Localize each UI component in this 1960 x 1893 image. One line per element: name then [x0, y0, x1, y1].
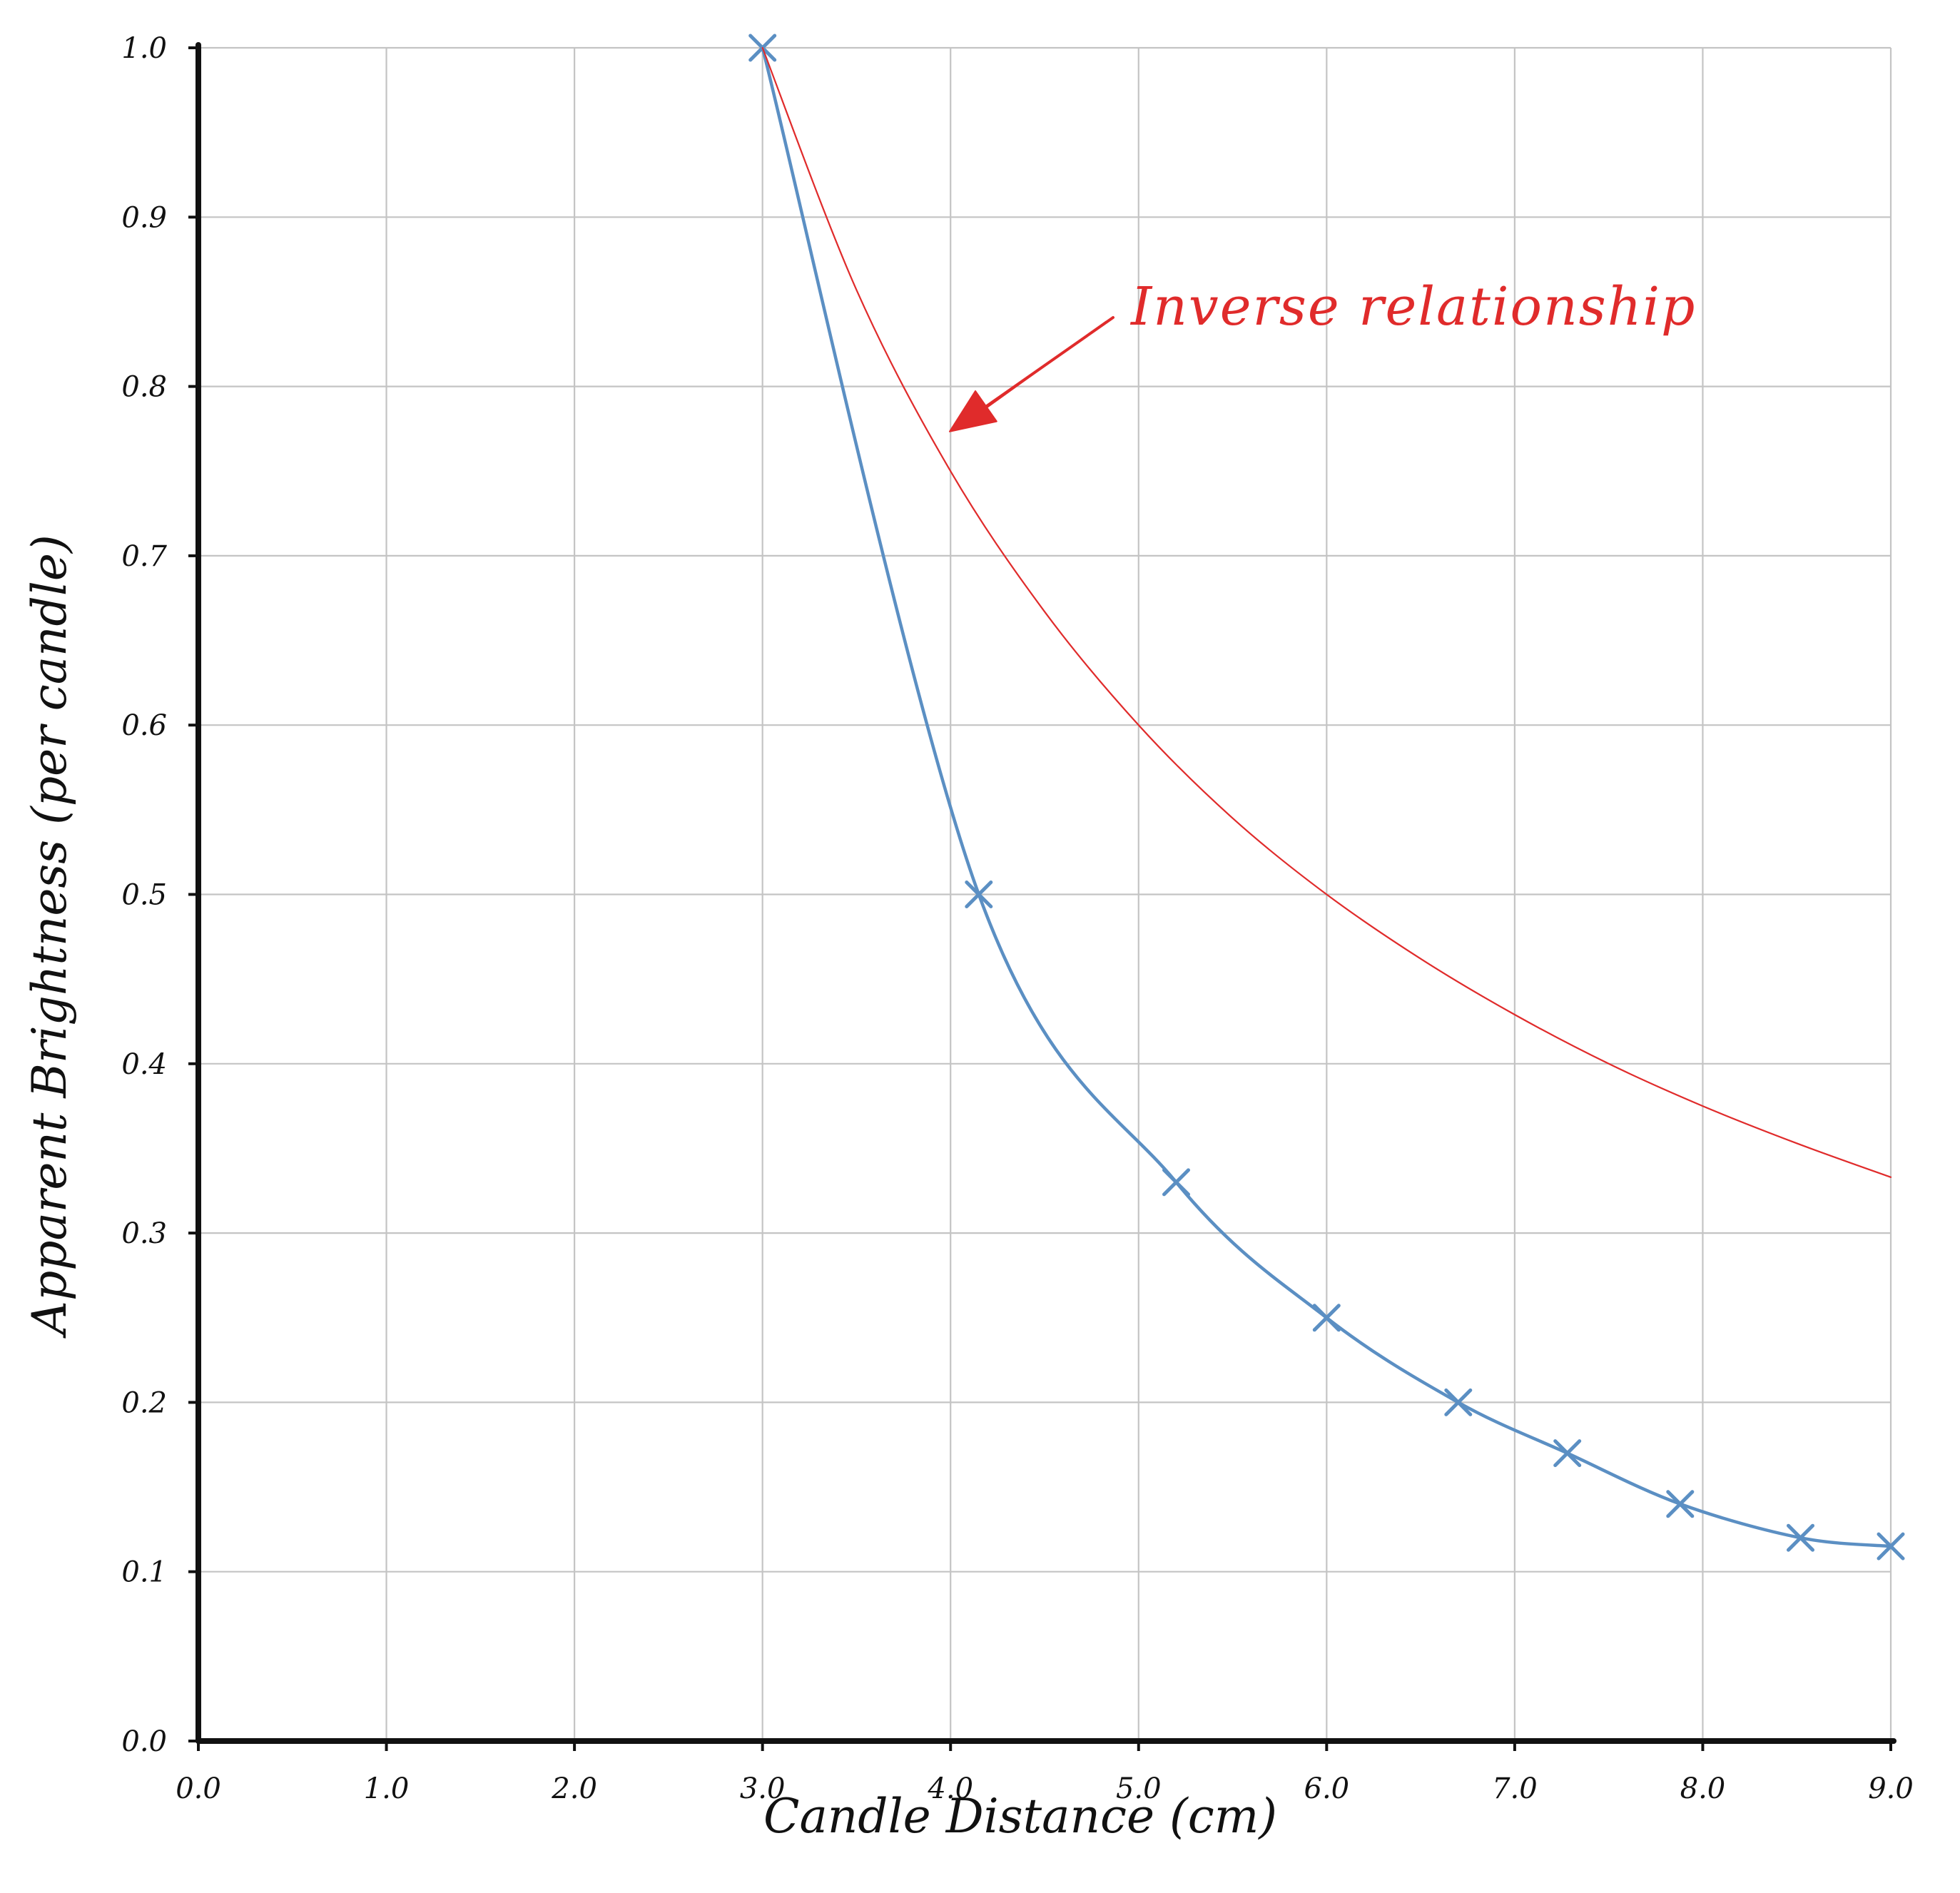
- annotation-arrow-head: [949, 390, 997, 432]
- data-point-x-marker: [1162, 1168, 1190, 1197]
- y-tick-label: 0.0: [121, 1725, 167, 1758]
- y-tick-label: 0.2: [121, 1386, 167, 1419]
- marker-stroke: [1666, 1490, 1695, 1518]
- y-tick-label: 0.1: [121, 1556, 167, 1589]
- data-point-x-marker: [1312, 1304, 1341, 1332]
- series-line: [761, 46, 1892, 1178]
- x-axis-title: Candle Distance (cm): [763, 1789, 1277, 1844]
- axes: [188, 42, 1896, 1751]
- annotation-arrow-shaft: [970, 320, 1107, 420]
- annotation-0: Inverse relationship: [949, 276, 1696, 432]
- y-tick-label: 0.3: [121, 1217, 167, 1250]
- x-tick-label: 2.0: [551, 1772, 597, 1805]
- marker-stroke: [1312, 1304, 1341, 1332]
- y-tick-label: 0.4: [121, 1048, 167, 1081]
- y-tick-label: 1.0: [121, 32, 167, 65]
- x-tick-label: 9.0: [1868, 1772, 1914, 1805]
- y-tick-label: 0.7: [121, 540, 167, 573]
- marker-stroke: [1877, 1532, 1905, 1560]
- x-tick-label: 7.0: [1492, 1772, 1538, 1805]
- x-tick-label: 5.0: [1116, 1772, 1162, 1805]
- x-tick-label: 0.0: [176, 1772, 221, 1805]
- y-tick-label: 0.8: [121, 371, 167, 404]
- y-tick-label: 0.6: [121, 709, 167, 742]
- series-layer: [748, 34, 1905, 1560]
- marker-stroke: [1787, 1523, 1814, 1552]
- data-point-x-marker: [1666, 1490, 1695, 1518]
- series-1: [761, 46, 1892, 1178]
- data-point-x-marker: [965, 880, 993, 908]
- marker-stroke: [965, 880, 993, 908]
- grid: [198, 46, 1892, 1741]
- x-tick-label: 3.0: [740, 1772, 786, 1805]
- tick-labels: 0.0 1.0 2.0 3.0 4.0 5.0 6.0 7.0 8.0 9.0 0.0 0.1 0.2 0…: [121, 32, 1913, 1805]
- marker-stroke: [1553, 1439, 1582, 1468]
- annotation-layer: Inverse relationship: [949, 276, 1696, 432]
- y-axis-title: Apparent Brightness (per candle): [22, 534, 77, 1339]
- x-tick-label: 6.0: [1304, 1772, 1350, 1805]
- data-point-x-marker: [1877, 1532, 1905, 1560]
- annotation-label: Inverse relationship: [1129, 276, 1696, 338]
- marker-stroke: [1162, 1168, 1190, 1197]
- data-point-x-marker: [1444, 1388, 1473, 1416]
- y-tick-label: 0.9: [121, 201, 167, 234]
- x-tick-label: 4.0: [927, 1772, 973, 1805]
- y-tick-label: 0.5: [121, 879, 167, 912]
- data-point-x-marker: [1787, 1523, 1814, 1552]
- data-point-x-marker: [1553, 1439, 1582, 1468]
- x-tick-label: 8.0: [1680, 1772, 1726, 1805]
- marker-stroke: [1444, 1388, 1473, 1416]
- x-tick-label: 1.0: [364, 1772, 410, 1805]
